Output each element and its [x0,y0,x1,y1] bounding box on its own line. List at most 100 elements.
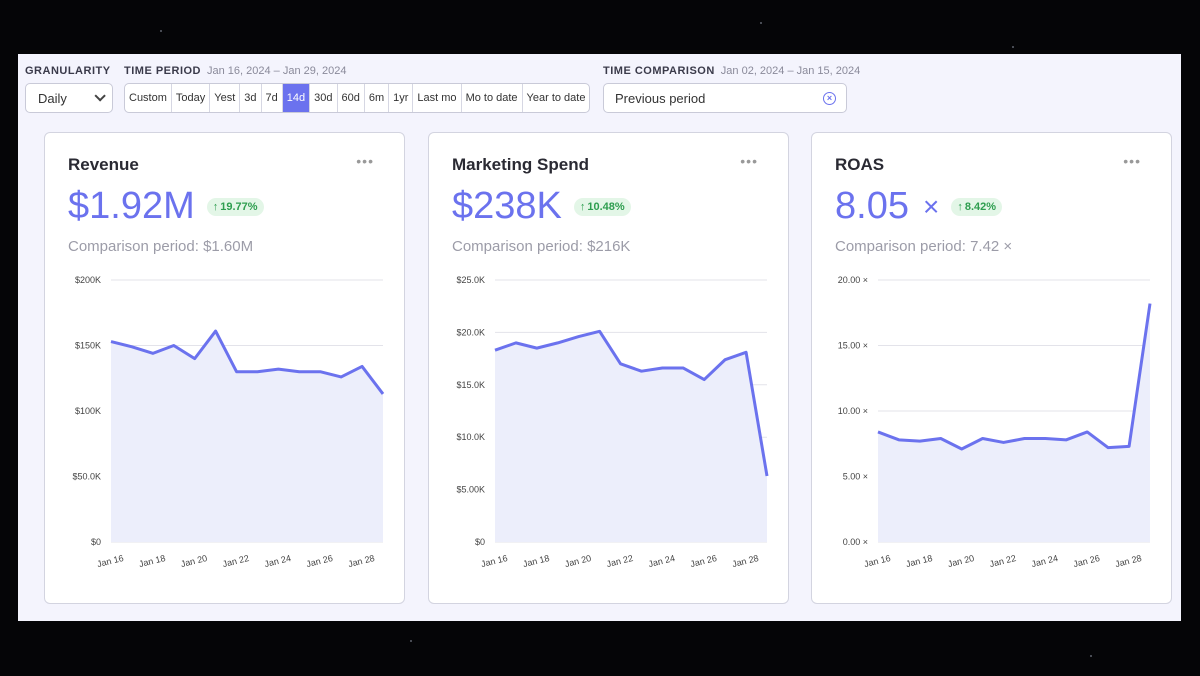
arrow-up-icon: ↑ [957,200,963,213]
period-option-button[interactable]: 14d [282,84,311,112]
x-tick-label: Jan 20 [564,553,593,569]
x-tick-label: Jan 26 [1072,553,1101,569]
period-option-button[interactable]: 1yr [389,84,414,112]
y-tick-label: $100K [75,406,101,416]
x-tick-label: Jan 20 [180,553,209,569]
time-period-range: Jan 16, 2024 – Jan 29, 2024 [207,65,347,77]
chevron-down-icon [94,90,106,102]
metric-row: $238K ↑ 10.48% [452,185,631,228]
x-tick-label: Jan 16 [863,553,892,569]
more-options-icon[interactable]: ••• [740,153,758,169]
dashboard-panel: GRANULARITY Daily TIME PERIOD Jan 16, 202… [18,54,1181,621]
y-tick-label: $0 [91,537,101,547]
roas-card: ROAS ••• 8.05 × ↑ 8.42% Comparison period… [811,132,1172,604]
period-option-button[interactable]: Custom [125,84,172,112]
delta-value: 8.42% [964,200,997,213]
x-tick-label: Jan 26 [689,553,718,569]
time-comparison-value: Previous period [615,90,706,106]
x-tick-label: Jan 26 [305,553,334,569]
x-tick-label: Jan 16 [480,553,509,569]
granularity-label: GRANULARITY [25,65,111,77]
clear-icon[interactable]: × [823,91,836,105]
x-tick-label: Jan 18 [138,553,167,569]
granularity-value: Daily [38,90,67,106]
time-period-button-group: Custom Today Yest 3d 7d 14d 30d 60d 6m 1yr Last mo… [124,83,591,113]
series-line [494,329,769,477]
comparison-text: Comparison period: $1.60M [68,238,254,255]
time-comparison-title: TIME COMPARISON [603,65,715,77]
card-title: Marketing Spend [452,155,589,174]
revenue-card: Revenue ••• $1.92M ↑ 19.77% Comparison pe… [44,132,405,604]
arrow-up-icon: ↑ [579,200,586,213]
background-star [760,22,762,24]
y-tick-label: $50.0K [72,472,101,482]
period-option-button[interactable]: 30d [310,84,338,112]
delta-value: 19.77% [220,200,258,213]
metric-value: 8.05 [835,185,909,227]
granularity-select[interactable]: Daily [25,83,113,113]
x-tick-label: Jan 20 [947,553,976,569]
period-option-button[interactable]: Yest [210,84,241,112]
y-tick-label: $10.0K [456,432,485,442]
x-tick-label: Jan 22 [988,553,1017,569]
marketing-spend-chart: $0 $5.00K $10.0K $15.0K $20.0K $25.0K Jan 16 Ja… [456,275,769,569]
metric-row: $1.92M ↑ 19.77% [68,185,264,228]
card-title: ROAS [835,155,885,174]
background-star [1012,46,1014,48]
revenue-chart: $0 $50.0K $100K $150K $200K Jan 16 Jan 18 Jan 2… [72,275,385,569]
period-option-button[interactable]: Year to date [526,92,586,104]
roas-chart: 0.00 × 5.00 × 10.00 × 15.00 × 20.00 × Jan 16 J… [838,275,1152,569]
delta-badge: ↑ 10.48% [573,197,631,216]
period-option-button[interactable]: 7d [262,84,283,112]
more-options-icon[interactable]: ••• [1123,153,1141,169]
x-tick-label: Jan 22 [605,553,634,569]
metric-row: 8.05 × ↑ 8.42% [835,185,1003,228]
period-option-button[interactable]: Last mo [413,84,462,112]
x-tick-label: Jan 22 [221,553,250,569]
period-option-button[interactable]: Today [172,84,211,112]
y-tick-label: $150K [75,341,101,351]
y-tick-label: 5.00 × [843,472,868,482]
more-options-icon[interactable]: ••• [356,153,374,169]
time-comparison-select[interactable]: Previous period × [603,83,847,113]
background-star [160,30,162,32]
comparison-text: Comparison period: $216K [452,238,631,255]
time-period-title: TIME PERIOD [124,65,202,77]
metric-value: $238K [452,185,562,227]
y-tick-label: $20.0K [456,327,485,337]
y-tick-label: $200K [75,275,101,285]
metric-unit: × [922,190,940,222]
time-comparison-range: Jan 02, 2024 – Jan 15, 2024 [720,65,861,77]
y-tick-label: $15.0K [456,380,485,390]
x-tick-label: Jan 28 [1114,553,1143,569]
period-option-button[interactable]: 3d [240,84,262,112]
y-tick-label: 15.00 × [838,341,868,351]
series-line [877,303,1152,451]
delta-badge: ↑ 19.77% [206,197,264,216]
x-tick-label: Jan 28 [731,553,760,569]
comparison-text: Comparison period: 7.42 × [835,238,1013,255]
time-period-label: TIME PERIOD Jan 16, 2024 – Jan 29, 2024 [124,65,346,77]
period-option-button[interactable]: 60d [338,84,365,112]
delta-value: 10.48% [587,200,625,213]
y-tick-label: $5.00K [456,485,485,495]
series-area [111,331,383,542]
period-option-button[interactable]: 6m [365,84,390,112]
arrow-up-icon: ↑ [212,200,219,213]
y-tick-label: 0.00 × [843,537,868,547]
x-tick-label: Jan 28 [347,553,376,569]
series-area [495,331,767,542]
x-tick-label: Jan 24 [1030,553,1059,569]
background-star [1090,655,1092,657]
x-tick-label: Jan 24 [263,553,292,569]
card-title: Revenue [68,155,139,174]
period-option-button[interactable]: Mo to date [462,84,523,112]
x-tick-label: Jan 18 [905,553,934,569]
y-tick-label: 20.00 × [838,275,868,285]
x-tick-label: Jan 16 [96,553,125,569]
y-tick-label: $25.0K [456,275,485,285]
y-tick-label: 10.00 × [838,406,868,416]
x-tick-label: Jan 18 [522,553,551,569]
marketing-spend-card: Marketing Spend ••• $238K ↑ 10.48% Compar… [428,132,789,604]
series-area [878,303,1150,542]
